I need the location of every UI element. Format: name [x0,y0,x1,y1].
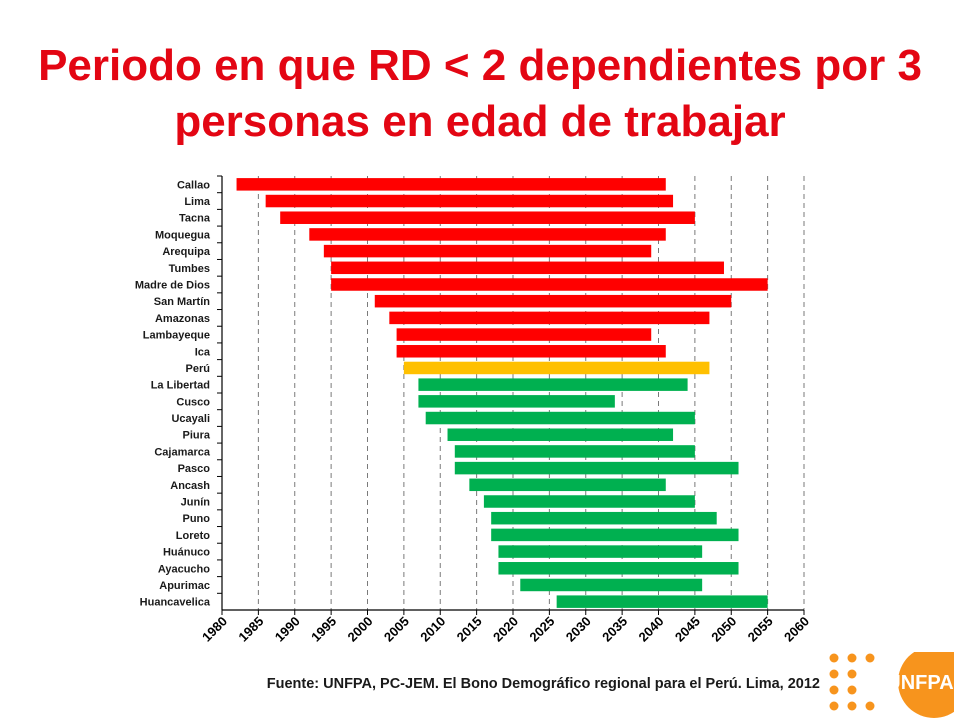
bar-lambayeque [396,328,652,341]
x-tick-label: 1990 [272,614,303,645]
bar-huánuco [498,545,703,558]
x-tick-label: 2060 [781,614,812,645]
category-label: Junín [181,497,211,509]
logo-text: UNFPA [886,672,953,694]
bar-lima [265,194,674,208]
category-label: Pasco [178,463,211,475]
category-labels: Callao Lima Tacna Moquegua Arequipa Tumbes Mad… [135,179,211,608]
category-label: Ancash [170,480,210,492]
bar-arequipa [323,244,652,258]
category-label: Moquegua [155,229,211,241]
axes [217,175,805,615]
range-bar-chart: Callao Lima Tacna Moquegua Arequipa Tumbes Mad… [135,175,812,645]
x-tick-label: 2045 [672,614,703,645]
category-label: Lambayeque [143,330,210,342]
category-label: Ica [195,346,211,358]
bar-moquegua [309,228,666,241]
bar-tacna [280,211,695,224]
x-tick-label: 1985 [235,614,266,645]
bar-ayacucho [498,562,739,575]
source-note: Fuente: UNFPA, PC-JEM. El Bono Demográfi… [266,676,820,692]
bar-junín [483,495,695,508]
category-label: Huancavelica [140,597,211,609]
category-label: Tacna [179,213,211,225]
category-label: Perú [186,363,210,375]
bar-piura [447,428,674,441]
category-label: San Martín [154,296,211,308]
unfpa-logo: UNFPA [829,652,954,718]
chart-title-line-1: Periodo en que RD < 2 dependientes por 3 [38,41,922,90]
x-tick-label: 1980 [199,614,230,645]
bar-huancavelica [556,595,768,608]
x-tick-label: 2010 [417,614,448,645]
bars-group [236,178,768,608]
x-tick-label: 1995 [308,614,339,645]
category-label: Ayacucho [158,563,210,575]
category-label: Piura [182,430,210,442]
bar-amazonas [389,311,710,325]
un-emblem-icon [867,669,893,695]
x-tick-label: 2015 [454,614,485,645]
category-label: Callao [177,179,210,191]
grid-lines [257,176,805,610]
bar-madre-de-dios [331,278,768,291]
bar-perú [403,361,710,375]
category-label: Apurimac [159,580,210,592]
bar-puno [491,511,717,525]
category-label: Arequipa [162,246,211,258]
x-tick-labels: 1980 1985 1990 1995 2000 2005 2010 2015 2020 2025… [199,614,812,645]
bar-ica [396,345,666,358]
x-tick-label: 2035 [599,614,630,645]
logo-dots [829,653,875,711]
bar-san-martín [374,294,732,308]
category-label: Tumbes [169,263,210,275]
bar-ucayali [425,411,695,425]
x-tick-label: 2030 [563,614,594,645]
category-label: Ucayali [171,413,210,425]
category-label: Huánuco [163,547,210,559]
x-tick-label: 2050 [708,614,739,645]
x-tick-label: 2000 [345,614,376,645]
category-label: Loreto [176,530,211,542]
chart-title-line-2: personas en edad de trabajar [174,97,786,146]
category-label: Puno [183,513,211,525]
bar-loreto [491,528,739,542]
x-tick-label: 2055 [745,614,776,645]
bar-callao [236,178,666,191]
category-label: Lima [184,196,211,208]
bar-apurimac [520,578,703,592]
category-label: Amazonas [155,313,210,325]
bar-cajamarca [454,445,695,458]
category-label: La Libertad [151,380,210,392]
category-label: Madre de Dios [135,280,210,292]
x-tick-label: 2040 [636,614,667,645]
chart-title: Periodo en que RD < 2 dependientes por 3… [0,38,960,150]
x-tick-label: 2020 [490,614,521,645]
logo-badge [898,652,954,718]
bar-ancash [469,478,666,492]
x-tick-label: 2005 [381,614,412,645]
category-label: Cusco [176,396,210,408]
bar-tumbes [331,261,724,275]
bar-cusco [418,395,615,408]
category-label: Cajamarca [154,446,211,458]
x-tick-label: 2025 [526,614,557,645]
bar-la-libertad [418,378,688,391]
bar-pasco [454,461,739,475]
